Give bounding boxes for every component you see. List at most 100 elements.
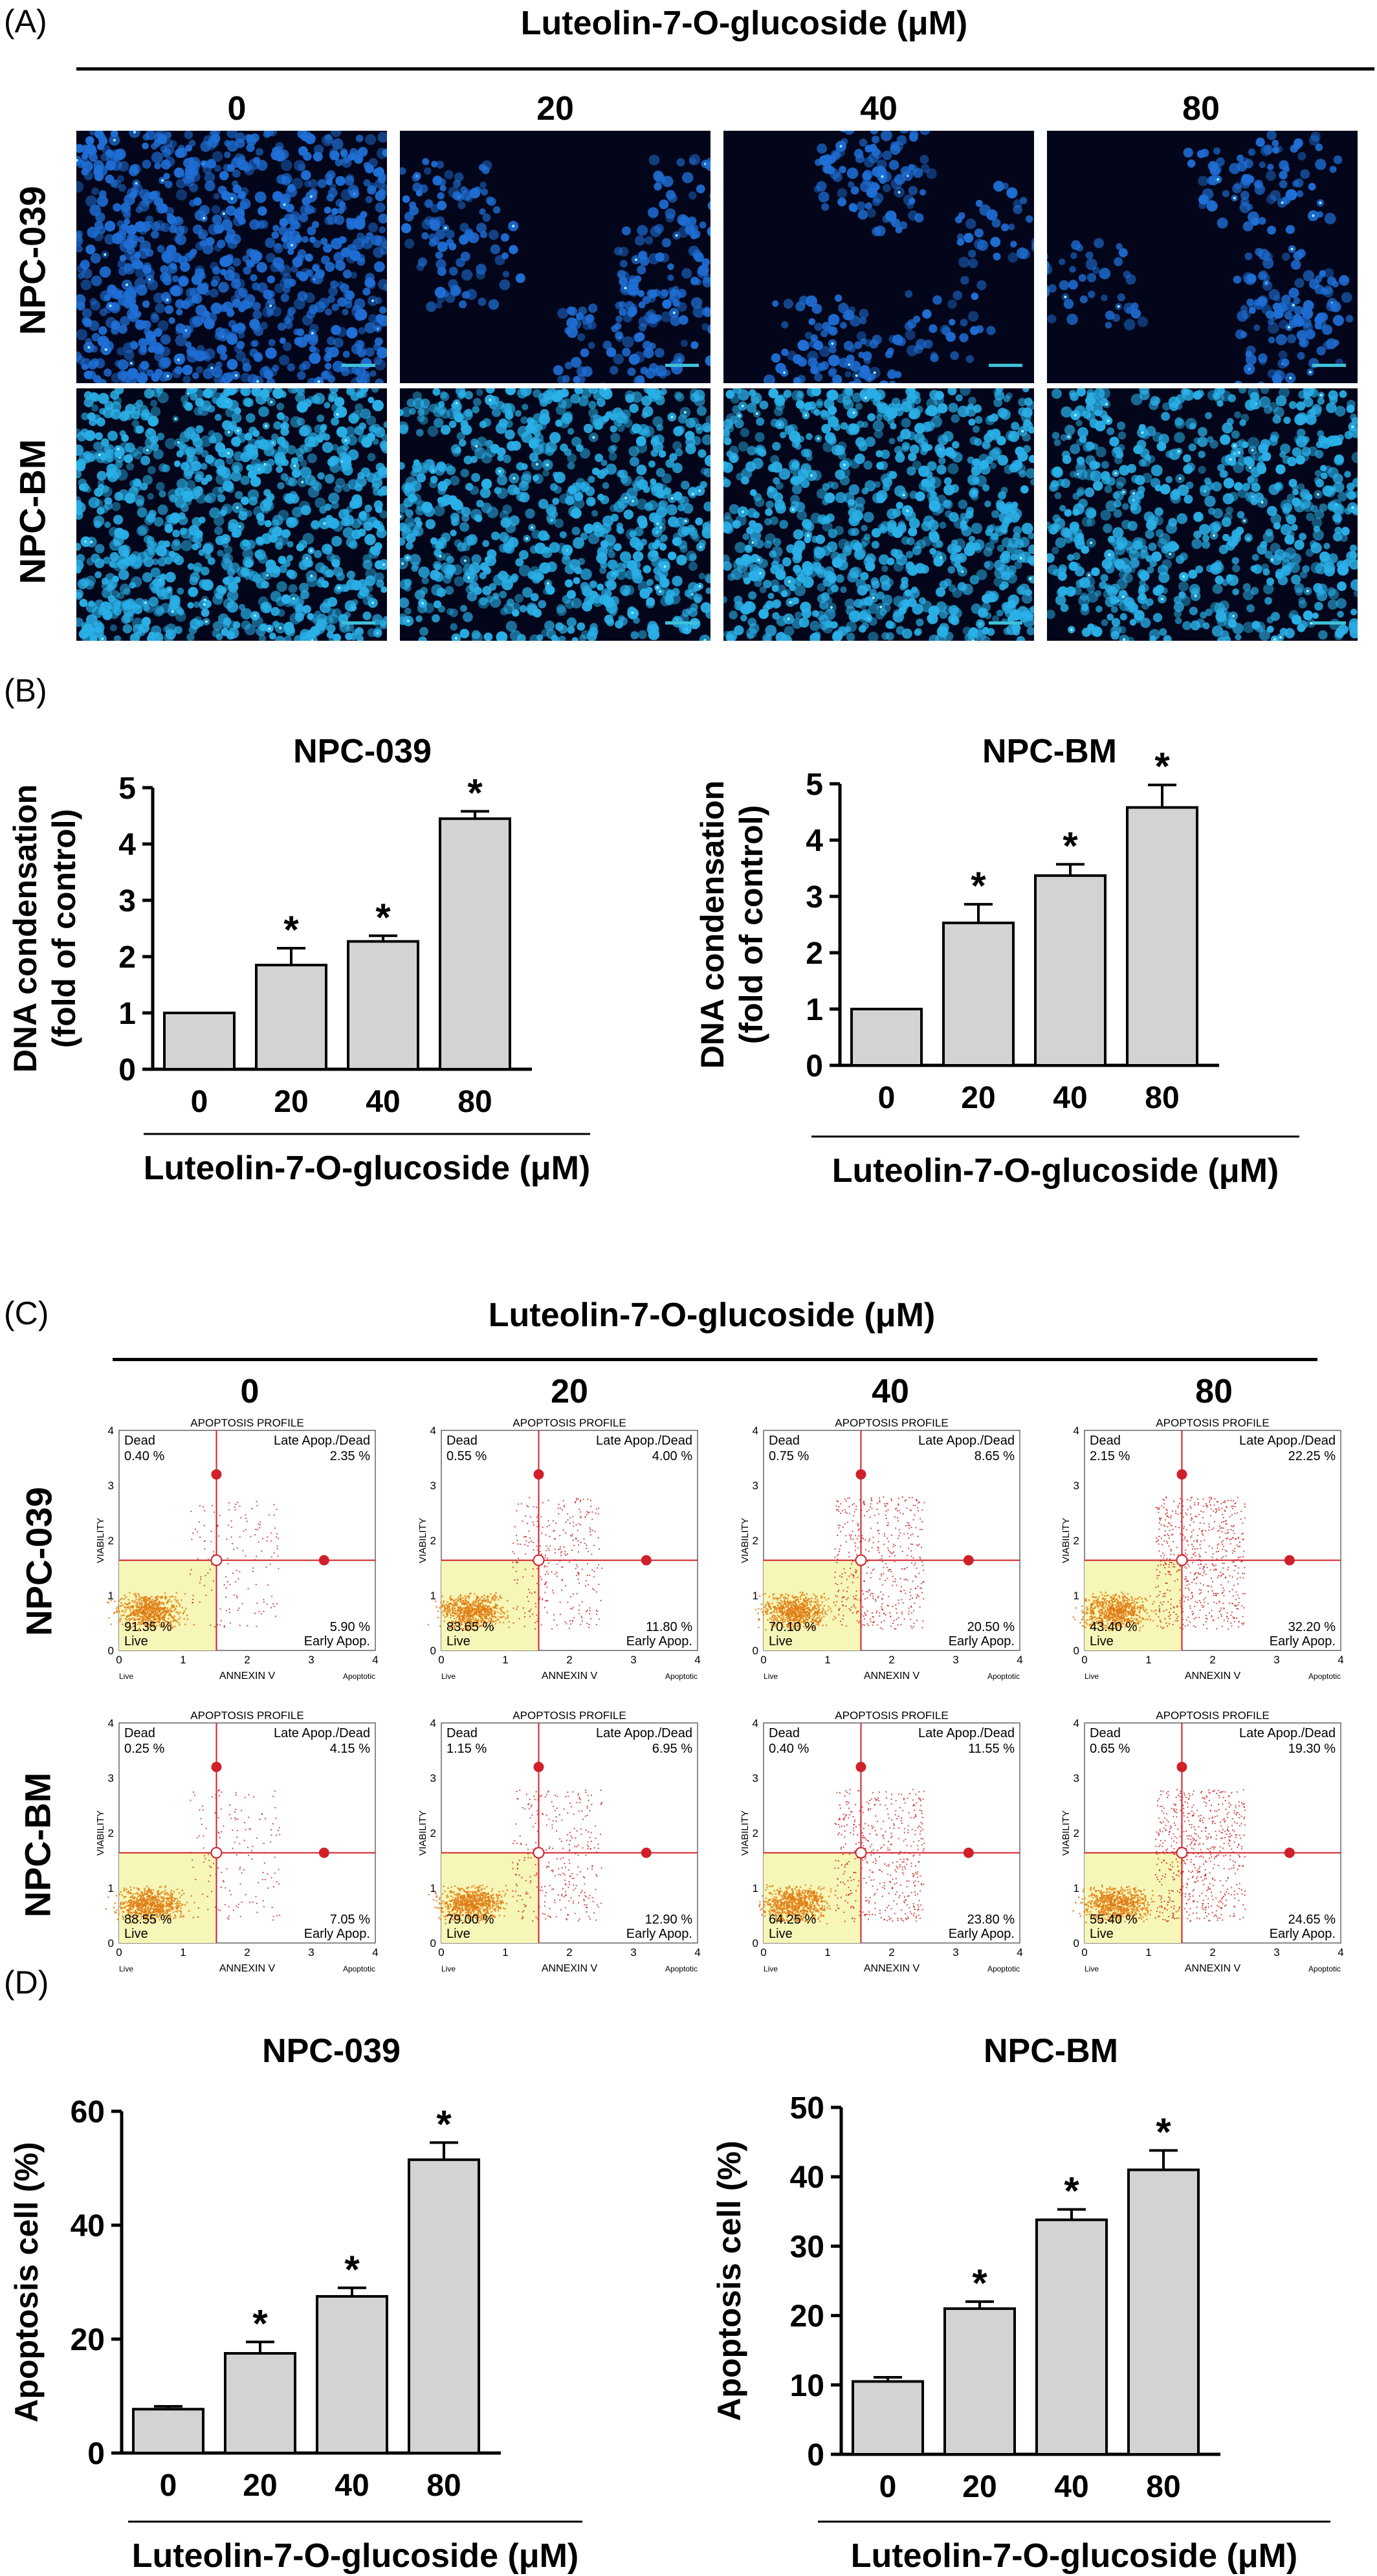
- quadrant-handle-right: [1284, 1555, 1295, 1566]
- x-axis-apoptotic: Apoptotic: [987, 1964, 1020, 1973]
- quadrant-late-label: Late Apop./Dead: [918, 1434, 1015, 1448]
- quadrant-live-value: 64.25 %: [769, 1913, 817, 1927]
- profile-title: APOPTOSIS PROFILE: [190, 1709, 303, 1722]
- x-tick-label: 3: [308, 1654, 314, 1666]
- micrograph-npcbm-80: [1047, 388, 1358, 641]
- quadrant-live-label: Live: [446, 1927, 470, 1941]
- y-tick-label: 2: [108, 1827, 114, 1839]
- x-tick-label: 4: [1338, 1654, 1343, 1666]
- x-axis-live: Live: [441, 1672, 456, 1681]
- quadrant-early-label: Early Apop.: [304, 1634, 370, 1649]
- chart-d-npcbm: NPC-BM 0 10 20 30 40 50 Apoptosis cell (%) 0 20 * 4…: [711, 2032, 1330, 2575]
- x-axis-label: Luteolin-7-O-glucoside (μM): [144, 1149, 590, 1187]
- quadrant-live-value: 88.55 %: [124, 1913, 172, 1927]
- panel-a-header: Luteolin-7-O-glucoside (μM): [520, 5, 968, 42]
- quadrant-early-label: Early Apop.: [626, 1634, 692, 1649]
- quadrant-live-label: Live: [1090, 1927, 1114, 1941]
- x-tick-label: 80: [426, 2469, 461, 2503]
- quadrant-center: [855, 1554, 867, 1566]
- y-tick-label: 0: [1074, 1937, 1079, 1949]
- panel-c-conc-80: 80: [1195, 1373, 1233, 1410]
- x-tick-label: 0: [1081, 1946, 1087, 1959]
- quadrant-early-value: 23.80 %: [967, 1913, 1015, 1927]
- x-tick-label: 2: [888, 1946, 894, 1959]
- panel-c-row-label-npc039: NPC-039: [18, 1487, 60, 1636]
- y-tick-label: 1: [108, 1590, 114, 1602]
- x-axis-label: Luteolin-7-O-glucoside (μM): [832, 1152, 1279, 1190]
- x-tick-label: 1: [1145, 1654, 1151, 1666]
- quadrant-live-value: 79.00 %: [446, 1913, 494, 1927]
- x-tick-label: 20: [274, 1085, 308, 1119]
- live-zone: [764, 1852, 861, 1943]
- quadrant-live-value: 83.65 %: [446, 1620, 494, 1634]
- x-tick-label: 80: [1146, 2470, 1180, 2504]
- quadrant-late-label: Late Apop./Dead: [274, 1726, 370, 1740]
- quadrant-late-label: Late Apop./Dead: [918, 1726, 1015, 1740]
- significance-star: *: [1154, 745, 1170, 788]
- quadrant-early-value: 12.90 %: [645, 1913, 693, 1927]
- y-tick-label: 1: [118, 997, 136, 1031]
- x-axis-live: Live: [441, 1964, 456, 1973]
- x-tick-label: 2: [1209, 1946, 1215, 1959]
- y-tick-label: 3: [753, 1772, 758, 1784]
- x-axis-apoptotic: Apoptotic: [343, 1964, 375, 1973]
- x-tick-label: 2: [244, 1946, 250, 1959]
- x-tick-label: 0: [438, 1946, 444, 1959]
- significance-star: *: [972, 2261, 987, 2305]
- y-axis-label: VIABILITY: [742, 1810, 751, 1856]
- scale-bar: [1312, 364, 1346, 367]
- x-axis-label: ANNEXIN V: [542, 1671, 598, 1682]
- x-tick-label: 0: [760, 1654, 766, 1666]
- micrograph-npc039-0: [76, 131, 387, 383]
- x-axis-label: ANNEXIN V: [219, 1963, 276, 1974]
- profile-title: APOPTOSIS PROFILE: [512, 1417, 626, 1429]
- y-axis-label: (fold of control): [733, 805, 769, 1044]
- y-tick-label: 2: [1074, 1827, 1079, 1839]
- x-axis-label: ANNEXIN V: [1185, 1671, 1241, 1682]
- quadrant-dead-label: Dead: [124, 1726, 155, 1740]
- y-tick-label: 30: [790, 2230, 824, 2264]
- quadrant-dead-value: 0.65 %: [1090, 1742, 1130, 1756]
- x-axis-apoptotic: Apoptotic: [343, 1672, 375, 1681]
- quadrant-handle-top: [1176, 1469, 1187, 1480]
- y-tick-label: 3: [806, 880, 823, 915]
- quadrant-dead-label: Dead: [1090, 1434, 1121, 1448]
- x-axis-live: Live: [764, 1964, 778, 1973]
- bar-80: [1127, 2168, 1200, 2456]
- scale-bar: [665, 364, 699, 367]
- quadrant-dead-value: 0.75 %: [769, 1449, 809, 1463]
- x-tick-label: 3: [1273, 1946, 1279, 1959]
- y-tick-label: 2: [430, 1535, 436, 1547]
- y-axis-label: VIABILITY: [97, 1810, 106, 1856]
- y-tick-label: 0: [753, 1645, 758, 1657]
- x-tick-label: 40: [335, 2469, 369, 2503]
- x-tick-label: 0: [438, 1654, 444, 1666]
- bar-40: [347, 940, 419, 1071]
- quadrant-dead-label: Dead: [446, 1726, 478, 1740]
- y-tick-label: 4: [118, 828, 136, 862]
- y-axis-label: Apoptosis cell (%): [711, 2140, 747, 2421]
- y-tick-label: 2: [430, 1827, 436, 1839]
- x-tick-label: 2: [1209, 1654, 1215, 1666]
- bar-20: [224, 2352, 296, 2454]
- x-tick-label: 1: [502, 1654, 508, 1666]
- quadrant-early-label: Early Apop.: [626, 1927, 692, 1941]
- x-tick-label: 4: [694, 1654, 700, 1666]
- y-tick-label: 0: [118, 1053, 136, 1087]
- flow-plot-npcbm-80: APOPTOSIS PROFILE Dead 0.65 % Late Apop./De…: [1063, 1709, 1344, 1974]
- quadrant-dead-value: 0.25 %: [124, 1742, 164, 1756]
- x-tick-label: 1: [502, 1946, 508, 1959]
- y-tick-label: 0: [806, 1049, 823, 1083]
- quadrant-dead-value: 2.15 %: [1090, 1449, 1130, 1463]
- y-tick-label: 0: [87, 2437, 105, 2471]
- x-tick-label: 40: [366, 1085, 400, 1119]
- quadrant-dead-value: 0.55 %: [446, 1449, 487, 1463]
- significance-star: *: [344, 2248, 360, 2291]
- y-tick-label: 3: [1074, 1480, 1079, 1492]
- y-tick-label: 2: [753, 1827, 758, 1839]
- x-axis-label: ANNEXIN V: [219, 1671, 276, 1682]
- bar-80: [408, 2158, 480, 2455]
- panel-c-conc-0: 0: [240, 1373, 259, 1410]
- x-tick-label: 0: [160, 2469, 177, 2503]
- quadrant-dead-label: Dead: [1090, 1726, 1121, 1740]
